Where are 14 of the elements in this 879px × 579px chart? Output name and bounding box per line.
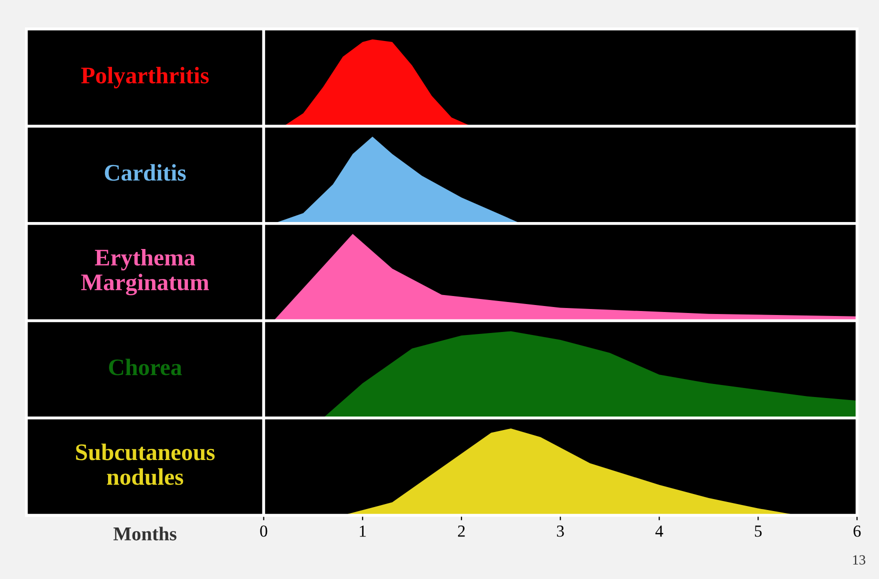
- x-tick-label: 6: [854, 526, 861, 537]
- y-axis-title: Chorea: [109, 358, 182, 376]
- x-tick-label: 2: [458, 526, 465, 537]
- x-tick-label: 4: [655, 526, 664, 537]
- y-axis-title: Polyarthritis: [81, 66, 209, 88]
- text: 13: [853, 555, 866, 565]
- x-tick-label: 5: [754, 526, 762, 537]
- x-axis-title: Months: [113, 526, 176, 540]
- x-tick-label: 1: [360, 526, 366, 537]
- y-axis-title: Erythema Marginatum: [81, 248, 209, 296]
- y-axis-title: Subcutaneous nodules: [76, 444, 215, 485]
- y-axis-title: Carditis: [104, 164, 186, 181]
- x-tick-label: 3: [556, 526, 564, 537]
- x-tick-label: 0: [260, 526, 268, 537]
